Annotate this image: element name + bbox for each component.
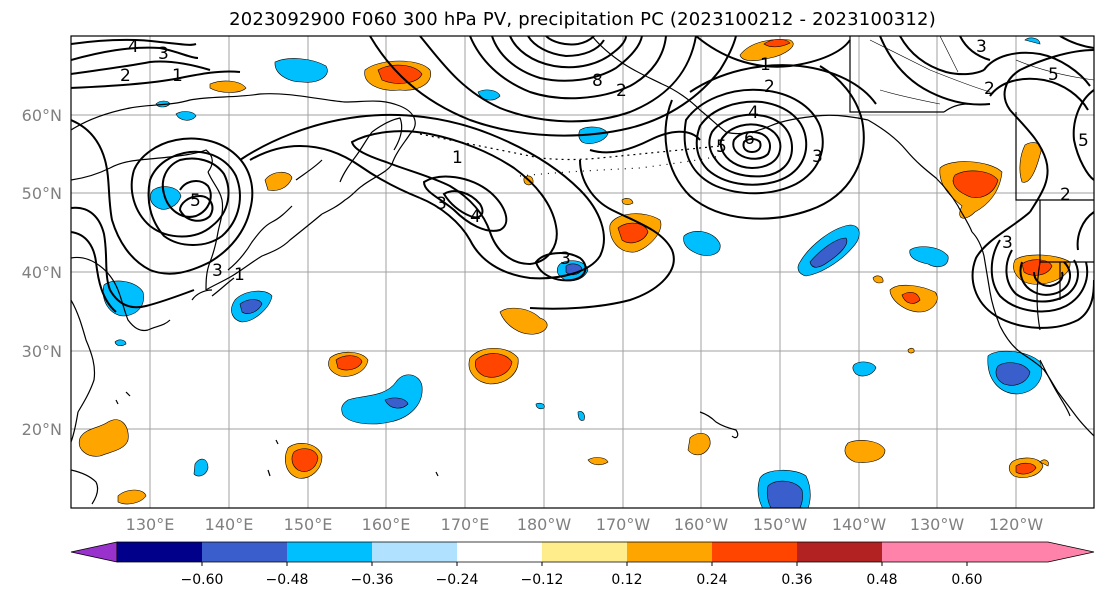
- colorbar-segment: [627, 542, 712, 562]
- colorbar-tick: −0.60: [181, 572, 224, 588]
- lat-label: 60°N: [22, 106, 62, 125]
- contour-label: 4: [128, 37, 139, 57]
- contour-label: 2: [616, 81, 627, 101]
- contour-label: 6: [744, 129, 755, 149]
- colorbar: −0.60 −0.48 −0.36 −0.24 −0.12 0.12 0.24 …: [70, 541, 1095, 588]
- contour-label: 1: [172, 66, 183, 86]
- contour-label: 1: [234, 265, 245, 285]
- colorbar-segment: [202, 542, 287, 562]
- lon-label: 150°W: [753, 515, 808, 534]
- contour-label: 3: [212, 261, 223, 281]
- colorbar-tick: 0.36: [781, 572, 812, 588]
- colorbar-segment: [457, 542, 542, 562]
- map-frame: [70, 35, 1095, 509]
- longitude-labels: 130°E 140°E 150°E 160°E 170°E 180°W 170°…: [126, 515, 1044, 534]
- contour-label: 1: [760, 55, 771, 75]
- lon-label: 130°W: [910, 515, 965, 534]
- colorbar-segment: [712, 542, 797, 562]
- colorbar-tick: −0.24: [436, 572, 479, 588]
- contour-label: 5: [716, 137, 727, 157]
- lon-label: 140°E: [205, 515, 254, 534]
- lon-label: 160°E: [362, 515, 411, 534]
- colorbar-extend-max: [967, 542, 1094, 562]
- lon-label: 150°E: [284, 515, 333, 534]
- precip-anomaly-fill: [78, 37, 1071, 508]
- colorbar-tick: 0.24: [696, 572, 727, 588]
- lon-label: 120°W: [989, 515, 1044, 534]
- colorbar-tick: 0.48: [866, 572, 897, 588]
- contour-label: 3: [976, 37, 987, 57]
- colorbar-tick: −0.12: [521, 572, 564, 588]
- colorbar-tick: −0.36: [351, 572, 394, 588]
- contour-label: 5: [1048, 65, 1059, 85]
- latitude-labels: 60°N 50°N 40°N 30°N 20°N: [22, 106, 62, 439]
- contour-label: 4: [748, 103, 759, 123]
- lon-label: 170°E: [441, 515, 490, 534]
- contour-label: 3: [812, 147, 823, 167]
- pv-contour-labels: 4 3 2 1 5 3 1 1 3 4 3 8 2 2 4 6 5 3 1 3: [120, 37, 1089, 285]
- lat-label: 40°N: [22, 263, 62, 282]
- contour-label: 3: [436, 194, 447, 214]
- contour-label: 2: [984, 79, 995, 99]
- colorbar-segment: [542, 542, 627, 562]
- pv-contours: [71, 36, 1094, 329]
- lon-label: 160°W: [674, 515, 729, 534]
- lon-label: 180°W: [517, 515, 572, 534]
- contour-label: 2: [764, 77, 775, 97]
- lat-label: 20°N: [22, 420, 62, 439]
- colorbar-segment: [372, 542, 457, 562]
- contour-label: 4: [470, 207, 481, 227]
- colorbar-segment: [797, 542, 882, 562]
- contour-label: 5: [1078, 131, 1089, 151]
- contour-label: 5: [190, 191, 201, 211]
- contour-label: 2: [1060, 185, 1071, 205]
- colorbar-segment: [117, 542, 202, 562]
- contour-label: 2: [120, 66, 131, 86]
- colorbar-tick: −0.48: [266, 572, 309, 588]
- colorbar-tick: 0.60: [951, 572, 982, 588]
- colorbar-extend-min: [70, 541, 118, 563]
- contour-label: 8: [592, 71, 603, 91]
- lon-label: 130°E: [126, 515, 175, 534]
- contour-label: 3: [560, 249, 571, 269]
- map-title: 2023092900 F060 300 hPa PV, precipitatio…: [229, 9, 936, 30]
- lon-label: 170°W: [596, 515, 651, 534]
- colorbar-tick: 0.12: [611, 572, 642, 588]
- colorbar-segment: [287, 542, 372, 562]
- lon-label: 140°W: [832, 515, 887, 534]
- lat-label: 50°N: [22, 184, 62, 203]
- colorbar-segment: [882, 542, 967, 562]
- lat-label: 30°N: [22, 342, 62, 361]
- contour-label: 3: [158, 44, 169, 64]
- contour-label: 3: [1002, 233, 1013, 253]
- contour-label: 1: [452, 148, 463, 168]
